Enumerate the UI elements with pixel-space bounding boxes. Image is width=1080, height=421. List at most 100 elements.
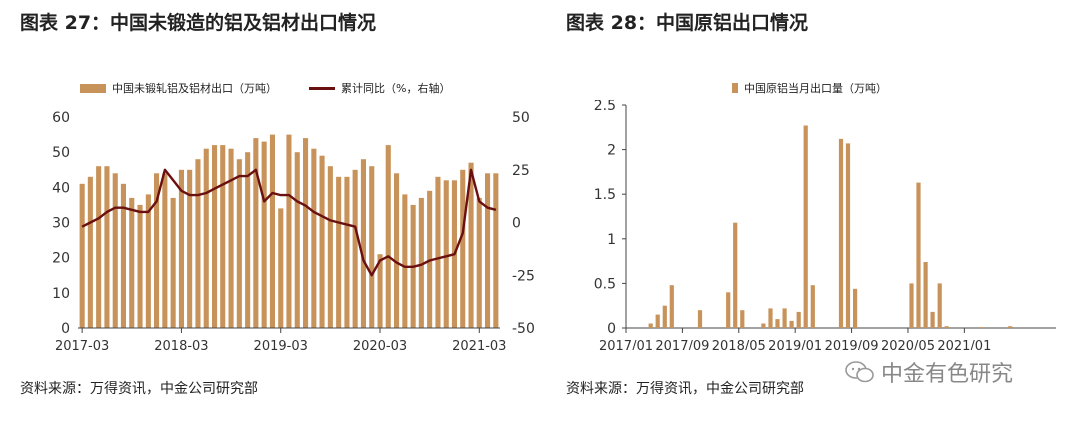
export-bar: [203, 148, 209, 328]
export-bar: [648, 323, 653, 328]
export-bar: [137, 204, 143, 328]
export-bar: [740, 310, 745, 328]
y-left-tick-label: 30: [52, 216, 70, 232]
export-bar: [195, 159, 201, 328]
legend-line-swatch: [309, 86, 335, 90]
y-tick-label: 0: [607, 321, 616, 337]
legend-bar-label: 中国未锻轧铝及铝材出口（万吨）: [112, 82, 277, 95]
export-bar: [212, 145, 218, 328]
export-bar: [220, 145, 226, 328]
export-bar: [129, 197, 135, 328]
watermark-text: 中金有色研究: [881, 362, 1014, 387]
export-bar: [909, 283, 914, 328]
export-bar: [789, 320, 794, 328]
y-right-tick-label: -25: [512, 268, 535, 284]
export-bar: [120, 183, 126, 328]
export-bar: [937, 283, 942, 328]
export-bar: [278, 208, 284, 328]
export-bar: [311, 148, 317, 328]
x-tick-label: 2017/09: [655, 339, 709, 350]
export-bar: [269, 134, 275, 328]
left-chart: 0 10 20 30 40 50 60 -50 -25 0 25 50 2017-03 2018-03 20…: [52, 110, 535, 350]
export-bar: [344, 176, 350, 328]
y-right-tick-label: 25: [512, 163, 530, 179]
export-bar: [303, 138, 309, 328]
left-legend: 中国未锻轧铝及铝材出口（万吨） 累计同比（%，右轴）: [80, 80, 450, 96]
export-bar: [104, 166, 110, 328]
right-source-note: 资料来源：万得资讯，中金公司研究部: [566, 381, 804, 397]
x-tick-label: 2021/01: [937, 339, 991, 350]
export-bar: [468, 162, 474, 328]
export-bar: [768, 308, 773, 328]
export-bar: [476, 197, 482, 328]
legend-bar-label: 中国原铝当月出口量（万吨）: [744, 82, 887, 95]
export-bar: [228, 148, 234, 328]
export-bar: [944, 326, 949, 328]
x-tick-label: 2019/09: [825, 339, 879, 350]
x-tick-label: 2021-03: [452, 339, 506, 350]
right-chart-title: 图表 28：中国原铝出口情况: [566, 12, 809, 34]
legend-line-label: 累计同比（%，右轴）: [341, 82, 451, 95]
x-tick-label: 2020/05: [881, 339, 935, 350]
y-tick-label: 1.5: [594, 187, 616, 203]
export-bar: [669, 285, 674, 328]
export-bar: [170, 197, 176, 328]
export-bar: [726, 292, 731, 328]
export-bar: [145, 194, 151, 328]
y-left-tick-label: 0: [61, 321, 70, 337]
legend-bar-swatch: [732, 83, 738, 93]
y-tick-label: 2.5: [594, 100, 616, 114]
x-tick-label: 2018-03: [154, 339, 208, 350]
export-bar: [782, 308, 787, 328]
y-left-tick-label: 40: [52, 180, 70, 196]
export-bar: [87, 176, 93, 328]
export-bar: [775, 319, 780, 328]
export-bar: [916, 182, 921, 328]
export-bar: [162, 173, 168, 328]
export-bar: [286, 134, 292, 328]
y-right-tick-label: 0: [512, 216, 521, 232]
export-bar: [154, 173, 160, 328]
x-tick-label: 2019-03: [254, 339, 308, 350]
export-bar: [377, 254, 383, 328]
export-bar: [662, 305, 667, 328]
y-tick-label: 1: [607, 232, 616, 248]
x-tick-label: 2020-03: [353, 339, 407, 350]
y-left-tick-label: 60: [52, 110, 70, 126]
wechat-icon: [845, 361, 874, 383]
y-tick-label: 2: [607, 143, 616, 159]
watermark: 中金有色研究: [845, 356, 1013, 388]
x-tick-label: 2017-03: [55, 339, 109, 350]
export-bar: [923, 262, 928, 328]
export-bar: [360, 159, 366, 328]
export-bar: [352, 169, 358, 329]
export-bar: [261, 141, 267, 328]
x-tick-label: 2018/05: [712, 339, 766, 350]
export-bar: [435, 176, 441, 328]
export-bar: [336, 176, 342, 328]
export-bar: [761, 323, 766, 328]
export-bar: [845, 143, 851, 328]
y-left-tick-label: 20: [52, 251, 70, 267]
export-bar: [294, 152, 300, 328]
export-bar: [327, 166, 333, 328]
y-right-tick-label: -50: [512, 321, 535, 337]
export-bar: [96, 166, 102, 328]
export-bar: [319, 155, 325, 328]
export-bar: [655, 314, 660, 328]
y-right-tick-label: 50: [512, 110, 530, 126]
export-bar: [979, 327, 985, 328]
export-bar: [79, 183, 85, 328]
yoy-line: [81, 168, 497, 277]
legend-bar-swatch: [80, 83, 106, 93]
export-bar: [733, 222, 738, 328]
export-bar: [810, 285, 815, 328]
export-bar: [245, 152, 251, 328]
right-legend: 中国原铝当月出口量（万吨）: [732, 80, 887, 96]
y-tick-label: 0.5: [594, 276, 616, 292]
export-bar: [385, 145, 391, 328]
export-bar: [369, 166, 375, 328]
export-bar: [394, 173, 400, 328]
export-bar: [1008, 326, 1013, 328]
export-bar: [853, 288, 858, 328]
